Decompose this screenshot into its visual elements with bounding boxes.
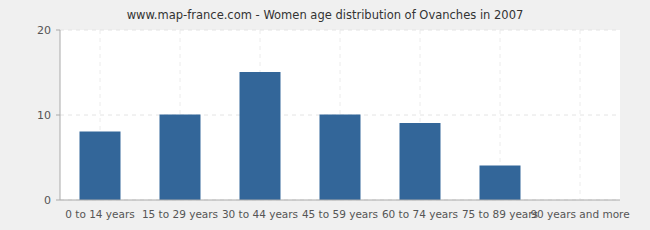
bar: [80, 132, 120, 200]
x-tick-label: 90 years and more: [530, 208, 629, 220]
plot-area: [60, 30, 620, 200]
y-tick: [56, 200, 60, 201]
title: www.map-france.com - Women age distribut…: [127, 8, 524, 22]
x-tick-label: 75 to 89 years: [462, 208, 538, 220]
grid-line-vertical: [580, 30, 581, 200]
bar: [320, 115, 360, 200]
y-tick: [56, 30, 60, 31]
background: [0, 0, 650, 230]
y-tick-label: 0: [44, 194, 51, 207]
grid-line: [60, 200, 620, 201]
y-tick-label: 10: [37, 109, 51, 122]
y-tick: [56, 115, 60, 116]
x-tick-label: 30 to 44 years: [222, 208, 298, 220]
x-tick-label: 15 to 29 years: [142, 208, 218, 220]
bars: [80, 73, 520, 201]
chart-container: 0 10 20 0 to 14 years 15 to 29 years 30 to 44…: [0, 0, 650, 230]
bar: [480, 166, 520, 200]
bar: [400, 124, 440, 201]
x-axis: [60, 200, 620, 201]
x-tick-label: 60 to 74 years: [382, 208, 458, 220]
chart-svg: 0 10 20 0 to 14 years 15 to 29 years 30 to 44…: [0, 0, 650, 230]
bar: [160, 115, 200, 200]
bar: [240, 73, 280, 201]
x-tick-label: 0 to 14 years: [65, 208, 135, 220]
y-tick-label: 20: [37, 24, 51, 37]
x-tick-label: 45 to 59 years: [302, 208, 378, 220]
